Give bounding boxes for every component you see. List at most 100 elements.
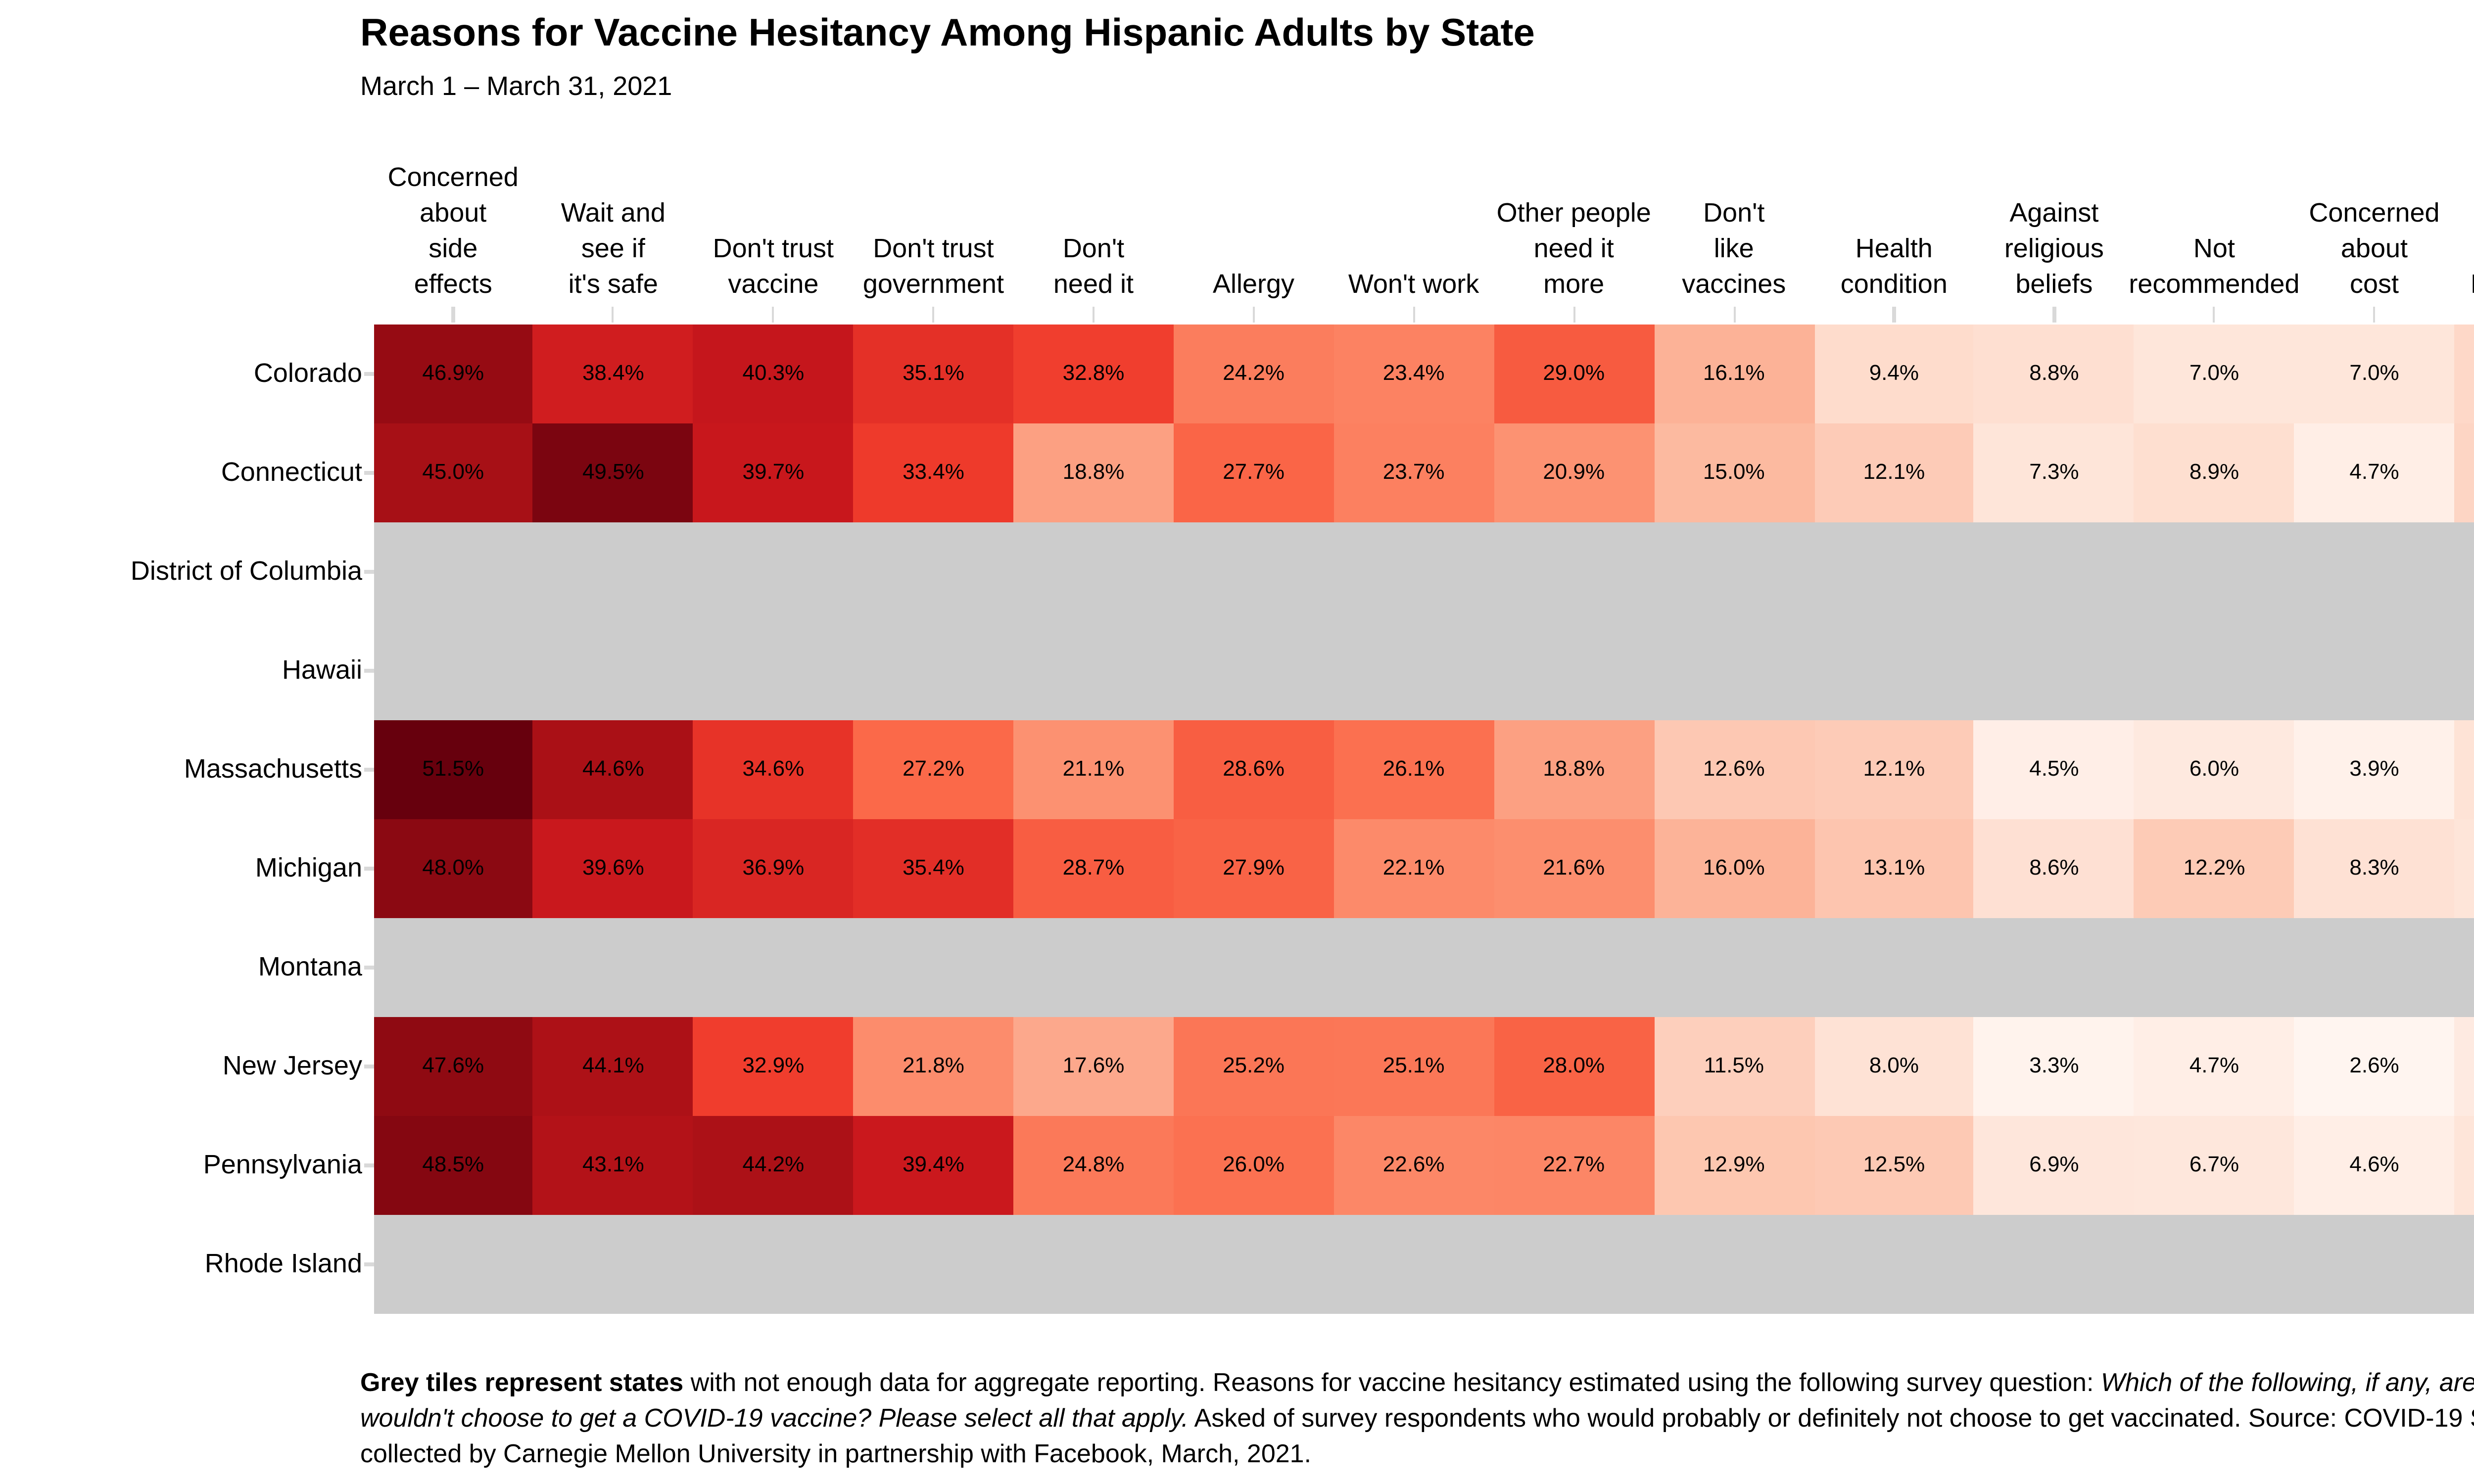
column-header: Wait and see if it's safe — [561, 198, 666, 299]
heatmap-cell: 8.8% — [1974, 325, 2135, 423]
heatmap-row: 46.9% 38.4% 40.3% 35.1% 32.8% 24.2% 23.4% 29.0%… — [373, 325, 2474, 423]
heatmap-cell: 8.6% — [1974, 819, 2135, 918]
heatmap-cell: 16.0% — [1654, 819, 1814, 918]
heatmap-cell: 28.7% — [1013, 819, 1174, 918]
column-tick — [1893, 307, 1896, 323]
heatmap-cell: 43.1% — [533, 1116, 694, 1215]
column-header: Pregnancy — [2454, 158, 2474, 303]
row-label: District of Columbia — [130, 556, 362, 586]
tick-left — [363, 1164, 374, 1167]
tick-left — [363, 570, 374, 573]
column-header: Other people need it more — [1496, 198, 1651, 299]
column-tick — [452, 307, 455, 323]
heatmap-cell: 4.6% — [2294, 1116, 2455, 1215]
heatmap-cell: 18.8% — [1013, 423, 1174, 522]
tick-left — [363, 1263, 374, 1266]
heatmap-cell: 21.8% — [853, 1017, 1014, 1116]
heatmap-row: 48.0% 39.6% 36.9% 35.4% 28.7% 27.9% 22.1% 21.6%… — [373, 819, 2474, 918]
column-tick — [772, 307, 775, 323]
heatmap-cell: 11.5% — [1654, 1017, 1814, 1116]
heatmap-cell: 12.6% — [1654, 720, 1814, 819]
column-header: Not recommended — [2129, 233, 2300, 299]
chart-subtitle: March 1 – March 31, 2021 — [360, 71, 672, 101]
heatmap-cell: 23.7% — [1333, 423, 1494, 522]
heatmap-cell: 7.0% — [2294, 325, 2455, 423]
heatmap-cell: 3.9% — [2294, 720, 2455, 819]
heatmap-cell: 46.9% — [373, 325, 533, 423]
heatmap-row: 47.6% 44.1% 32.9% 21.8% 17.6% 25.2% 25.1% 28.0%… — [373, 1017, 2474, 1116]
heatmap-cell: 39.6% — [533, 819, 694, 918]
heatmap-cell: 32.9% — [693, 1017, 854, 1116]
column-header: Concerned about side effects — [387, 162, 519, 299]
heatmap-cell: 40.3% — [693, 325, 854, 423]
heatmap-cell: 23.4% — [1333, 325, 1494, 423]
tick-left — [363, 471, 374, 474]
column-header: Don't trust vaccine — [713, 233, 834, 299]
column-tick — [1572, 307, 1575, 323]
row-label: Colorado — [253, 358, 362, 388]
column-header: Won't work — [1348, 269, 1479, 299]
footnote-survey-question: Which of the following, if any, are reas… — [360, 1367, 2474, 1433]
column-header: Allergy — [1213, 269, 1295, 299]
heatmap-cell: 47.6% — [373, 1017, 533, 1116]
heatmap-cell: 4.7% — [2294, 423, 2455, 522]
heatmap-cell: 12.5% — [1814, 1116, 1974, 1215]
heatmap-row: 45.0% 49.5% 39.7% 33.4% 18.8% 27.7% 23.7% 20.9%… — [373, 423, 2474, 522]
heatmap-cell: 48.5% — [373, 1116, 533, 1215]
row-label: Michigan — [255, 853, 362, 882]
column-headers: Concerned about side effects Wait and see… — [373, 158, 2474, 303]
column-header: Health condition — [1840, 233, 1948, 299]
heatmap-cell: 13.1% — [1814, 819, 1974, 918]
heatmap-cell: 51.5% — [373, 720, 533, 819]
heatmap-cell: 9.4% — [1814, 325, 1974, 423]
heatmap-row: 48.5% 43.1% 44.2% 39.4% 24.8% 26.0% 22.6% 22.7%… — [373, 1116, 2474, 1215]
heatmap-cell: 5.7% — [2454, 1017, 2474, 1116]
heatmap-cell: 6.0% — [2134, 720, 2294, 819]
column-header: Concerned about cost — [2309, 198, 2440, 299]
tick-left — [363, 768, 374, 771]
heatmap-cell: 16.1% — [1654, 325, 1814, 423]
heatmap-cell: 18.8% — [1493, 720, 1654, 819]
heatmap-cell: 7.8% — [2454, 720, 2474, 819]
column-tick — [2373, 307, 2376, 323]
row-label: Massachusetts — [184, 754, 362, 784]
heatmap-cell: 15.0% — [1654, 423, 1814, 522]
heatmap-row: 51.5% 44.6% 34.6% 27.2% 21.1% 28.6% 26.1% 18.8%… — [373, 720, 2474, 819]
row-label: Hawaii — [282, 655, 362, 685]
column-tick — [1252, 307, 1255, 323]
tick-left — [363, 1065, 374, 1068]
row-label: Rhode Island — [204, 1249, 362, 1278]
row-label: Connecticut — [221, 457, 362, 487]
heatmap-cell: 10.0% — [2454, 325, 2474, 423]
column-tick — [2053, 307, 2056, 323]
heatmap-cell: 33.4% — [853, 423, 1014, 522]
heatmap-cell: 12.2% — [2134, 819, 2294, 918]
heatmap-cell: 36.9% — [693, 819, 854, 918]
heatmap-cell: 35.4% — [853, 819, 1014, 918]
heatmap-missing-row — [373, 918, 2474, 1017]
heatmap-cell: 12.9% — [1654, 1116, 1814, 1215]
heatmap-cell: 39.4% — [853, 1116, 1014, 1215]
column-header: Don't need it — [1053, 233, 1134, 299]
heatmap-cell: 20.9% — [1493, 423, 1654, 522]
heatmap-cell: 24.2% — [1173, 325, 1334, 423]
footnote: Grey tiles represent states with not eno… — [360, 1365, 2474, 1472]
heatmap-cell: 27.2% — [853, 720, 1014, 819]
heatmap-row — [373, 1215, 2474, 1314]
heatmap-cell: 38.4% — [533, 325, 694, 423]
heatmap-cell: 21.6% — [1493, 819, 1654, 918]
heatmap-cell: 26.1% — [1333, 720, 1494, 819]
column-tick — [612, 307, 615, 323]
heatmap-grid: 46.9% 38.4% 40.3% 35.1% 32.8% 24.2% 23.4% 29.0%… — [373, 325, 2474, 1314]
heatmap-cell: 7.3% — [1974, 423, 2135, 522]
heatmap-missing-row — [373, 621, 2474, 720]
heatmap-cell: 8.0% — [1814, 1017, 1974, 1116]
footnote-lead: Grey tiles represent states — [360, 1367, 684, 1397]
heatmap-cell: 27.7% — [1173, 423, 1334, 522]
heatmap-cell: 12.1% — [1814, 423, 1974, 522]
heatmap-cell: 27.9% — [1173, 819, 1334, 918]
heatmap-cell: 7.2% — [2454, 819, 2474, 918]
heatmap-cell: 28.6% — [1173, 720, 1334, 819]
heatmap-cell: 26.0% — [1173, 1116, 1334, 1215]
